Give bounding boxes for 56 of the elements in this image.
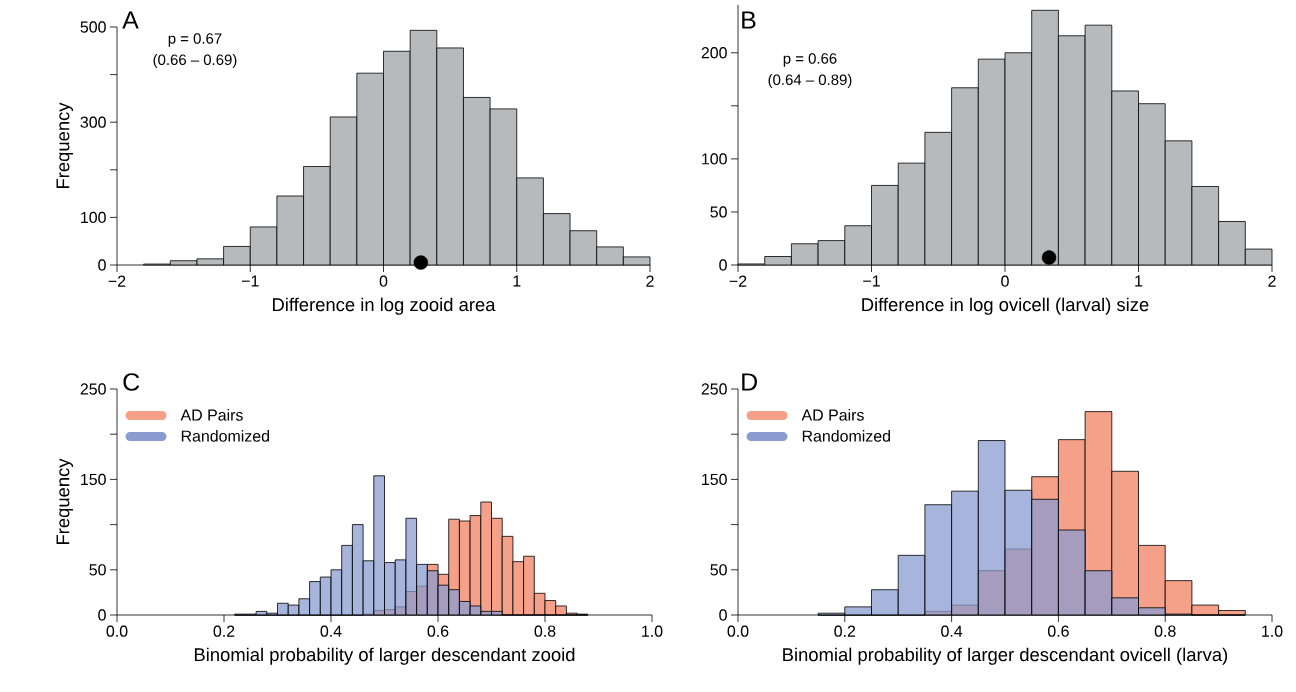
x-tick-label: 1 — [513, 275, 521, 287]
y-tick-label: 250 — [701, 383, 727, 395]
x-tick-label: −1 — [863, 275, 880, 287]
y-tick-label: 150 — [702, 473, 727, 486]
y-axis-title: Frequency — [56, 102, 74, 189]
y-tick-label: 150 — [81, 473, 106, 486]
x-axis-title: Difference in log zooid area — [273, 297, 496, 315]
x-tick-label: 1.0 — [642, 625, 663, 637]
chart-title: D — [742, 373, 757, 391]
x-tick-label: 0 — [1001, 275, 1009, 287]
y-tick-label: 300 — [80, 116, 106, 128]
x-axis-title: Binomial probability of larger descendant ovicell (larva) — [783, 647, 1228, 665]
y-tick-label: 500 — [80, 21, 106, 33]
x-axis-title: Difference in log ovicell (larval) size — [862, 297, 1149, 315]
x-tick-label: 0.6 — [1047, 625, 1069, 637]
x-tick-label: −2 — [108, 275, 126, 287]
y-tick-label: 100 — [81, 211, 106, 224]
chart-title: A — [122, 11, 139, 29]
x-tick-label: 0.0 — [727, 625, 749, 637]
x-tick-label: 0.6 — [427, 625, 449, 637]
y-tick-label: 200 — [701, 47, 727, 59]
y-tick-label: 100 — [702, 153, 727, 165]
x-tick-label: 1.0 — [1262, 625, 1283, 637]
x-tick-label: 0.8 — [1154, 625, 1176, 637]
x-tick-label: 0.2 — [213, 625, 235, 637]
y-axis-title: Frequency — [56, 458, 74, 545]
chart-title: C — [123, 373, 140, 391]
x-tick-label: 0.2 — [834, 625, 856, 637]
x-tick-label: 0.0 — [106, 625, 128, 637]
y-tick-label: 0 — [719, 609, 727, 621]
x-tick-label: 0.8 — [534, 625, 556, 637]
legend-label: AD Pairs — [801, 409, 864, 421]
y-tick-label: 50 — [89, 564, 106, 576]
y-tick-label: 50 — [710, 206, 727, 218]
x-tick-label: 0 — [379, 275, 388, 287]
x-tick-label: 2 — [646, 275, 654, 287]
x-tick-label: 1 — [1135, 275, 1143, 287]
legend-label: Randomized — [802, 430, 890, 442]
annotation: (0.64 – 0.89) — [768, 74, 852, 88]
annotation: p = 0.67 — [168, 33, 222, 47]
annotation: (0.66 – 0.69) — [153, 54, 237, 68]
x-tick-label: −2 — [729, 275, 747, 287]
y-tick-label: 50 — [710, 564, 727, 576]
x-tick-label: 2 — [1268, 275, 1276, 287]
x-tick-label: 0.4 — [941, 625, 963, 637]
y-tick-label: 0 — [719, 259, 727, 271]
y-tick-label: 0 — [98, 609, 106, 621]
legend-label: Randomized — [181, 430, 269, 442]
y-tick-label: 250 — [80, 383, 106, 395]
x-tick-label: 0.4 — [320, 625, 342, 637]
x-tick-label: −1 — [241, 275, 259, 287]
annotation: p = 0.66 — [783, 53, 837, 67]
chart-title: B — [742, 11, 756, 29]
x-axis-title: Binomial probability of larger descendant zooid — [194, 647, 575, 665]
legend-label: AD Pairs — [180, 409, 243, 421]
y-tick-label: 0 — [98, 259, 106, 271]
